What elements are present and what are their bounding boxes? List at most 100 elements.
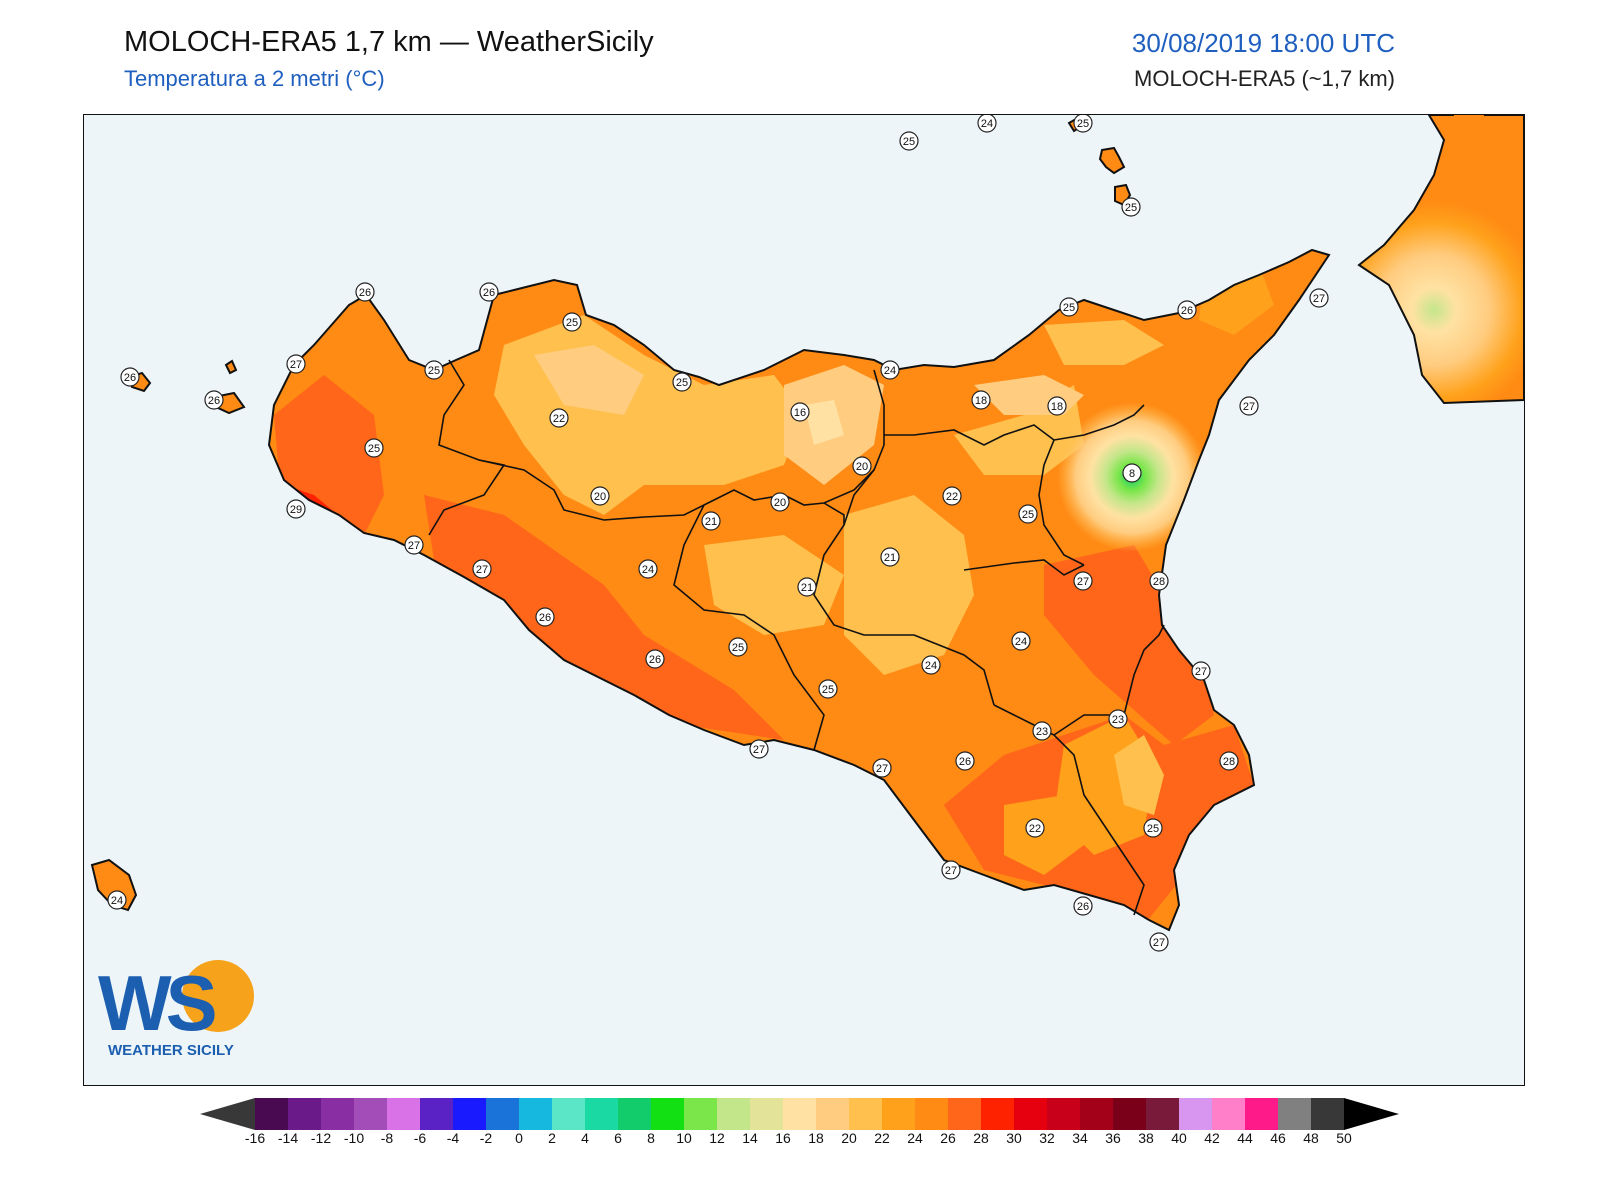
colorbar-tick-label: 36 [1105,1130,1121,1146]
colorbar-segment [981,1098,1015,1130]
colorbar-tick-label: 0 [515,1130,523,1146]
value-marker-label: 25 [1022,509,1034,521]
value-marker-label: 26 [959,756,971,768]
value-marker-label: 18 [975,395,987,407]
weathersicily-logo: WS WEATHER SICILY [98,959,254,1059]
colorbar-tick-label: 10 [676,1130,692,1146]
value-marker-circle [1143,818,1163,838]
value-marker-label: 25 [428,365,440,377]
colorbar-tick-label: 38 [1138,1130,1154,1146]
value-marker-label: 8 [1129,468,1135,480]
value-marker-label: 26 [649,654,661,666]
value-marker-label: 22 [553,413,565,425]
value-marker-label: 26 [124,372,136,384]
value-marker-circle [880,547,900,567]
colorbar-tick-label: -6 [413,1130,427,1146]
model-name: MOLOCH-ERA5 (~1,7 km) [1134,66,1395,91]
value-marker-label: 27 [945,865,957,877]
value-marker-label: 21 [705,516,717,528]
colorbar-segment [1014,1098,1048,1130]
value-marker-label: 25 [903,136,915,148]
colorbar-tick-label: 12 [709,1130,725,1146]
logo-sun [182,960,254,1032]
colorbar-segment [882,1098,916,1130]
value-marker-label: 27 [1077,576,1089,588]
value-marker-label: 24 [642,564,654,576]
value-marker-circle [971,390,991,410]
value-markers: 25 24 25 25 26 26 25 27 25 26 26 25 22 25 24 16 18 18 25 26… [107,115,1329,952]
value-marker-circle [1122,463,1142,483]
colorbar-segment [1212,1098,1246,1130]
colorbar-segment [1113,1098,1147,1130]
province-boundaries [428,359,1165,916]
colorbar-segment [387,1098,421,1130]
value-marker-label: 26 [1181,305,1193,317]
value-marker-circle [749,739,769,759]
value-marker-label: 25 [1125,202,1137,214]
value-marker-label: 28 [1223,756,1235,768]
colorbar-tick-label: -2 [479,1130,493,1146]
colorbar-tick-label: -4 [446,1130,460,1146]
value-marker-circle [1073,571,1093,591]
value-marker-circle [404,535,424,555]
colorbar-tick-label: 2 [548,1130,556,1146]
colorbar-tick-label: -8 [380,1130,394,1146]
colorbar-tick-label: -10 [343,1130,365,1146]
colorbar-segment [486,1098,520,1130]
forecast-datetime: 30/08/2019 18:00 UTC [1131,28,1395,58]
value-marker-label: 24 [925,660,937,672]
colorbar-segment [618,1098,652,1130]
value-marker-label: 23 [1112,714,1124,726]
value-marker-label: 25 [822,684,834,696]
colorbar-tick-label: -16 [244,1130,266,1146]
colorbar-segment [717,1098,751,1130]
colorbar-tick-label: 44 [1237,1130,1253,1146]
colorbar-tick-label: 26 [940,1130,956,1146]
value-marker-circle [645,649,665,669]
value-marker-circle [1309,288,1329,308]
value-marker-circle [797,577,817,597]
colorbar-segment [453,1098,487,1130]
colorbar-tick-label: 14 [742,1130,758,1146]
value-marker-circle [1073,115,1093,133]
value-marker-circle [424,360,444,380]
colorbar-tick-label: 28 [973,1130,989,1146]
value-marker-circle [1239,396,1259,416]
colorbar-segment [1047,1098,1081,1130]
colorbar-segment [684,1098,718,1130]
colorbar-segment [849,1098,883,1130]
value-marker-label: 27 [1153,937,1165,949]
value-marker-label: 25 [566,317,578,329]
value-marker-label: 21 [801,582,813,594]
colorbar-tick-label: 46 [1270,1130,1286,1146]
colorbar-tick-label: 50 [1336,1130,1352,1146]
logo-initials: WS [98,959,215,1047]
value-marker-label: 27 [476,564,488,576]
value-marker-label: 24 [981,118,993,130]
colorbar-segment [1146,1098,1180,1130]
value-marker-circle [942,486,962,506]
value-marker-circle [955,751,975,771]
value-marker-circle [472,559,492,579]
colorbar-tick-label: 30 [1006,1130,1022,1146]
value-marker-label: 24 [884,365,896,377]
map-subtitle: Temperatura a 2 metri (°C) [124,66,385,91]
colorbar-tick-label: 16 [775,1130,791,1146]
colorbar-tick-label: 24 [907,1130,923,1146]
calabria-land [1357,115,1524,405]
colorbar-segment [750,1098,784,1130]
colorbar-segment [915,1098,949,1130]
value-marker-circle [479,282,499,302]
colorbar-segment [585,1098,619,1130]
value-marker-circle [1059,297,1079,317]
value-marker-label: 27 [753,744,765,756]
value-marker-circle [701,511,721,531]
value-marker-label: 24 [1015,636,1027,648]
value-marker-label: 27 [1243,401,1255,413]
value-marker-circle [1032,721,1052,741]
value-marker-label: 27 [876,763,888,775]
value-marker-label: 23 [1036,726,1048,738]
colorbar-segment [651,1098,685,1130]
value-marker-label: 26 [539,612,551,624]
colorbar-segment [255,1098,289,1130]
